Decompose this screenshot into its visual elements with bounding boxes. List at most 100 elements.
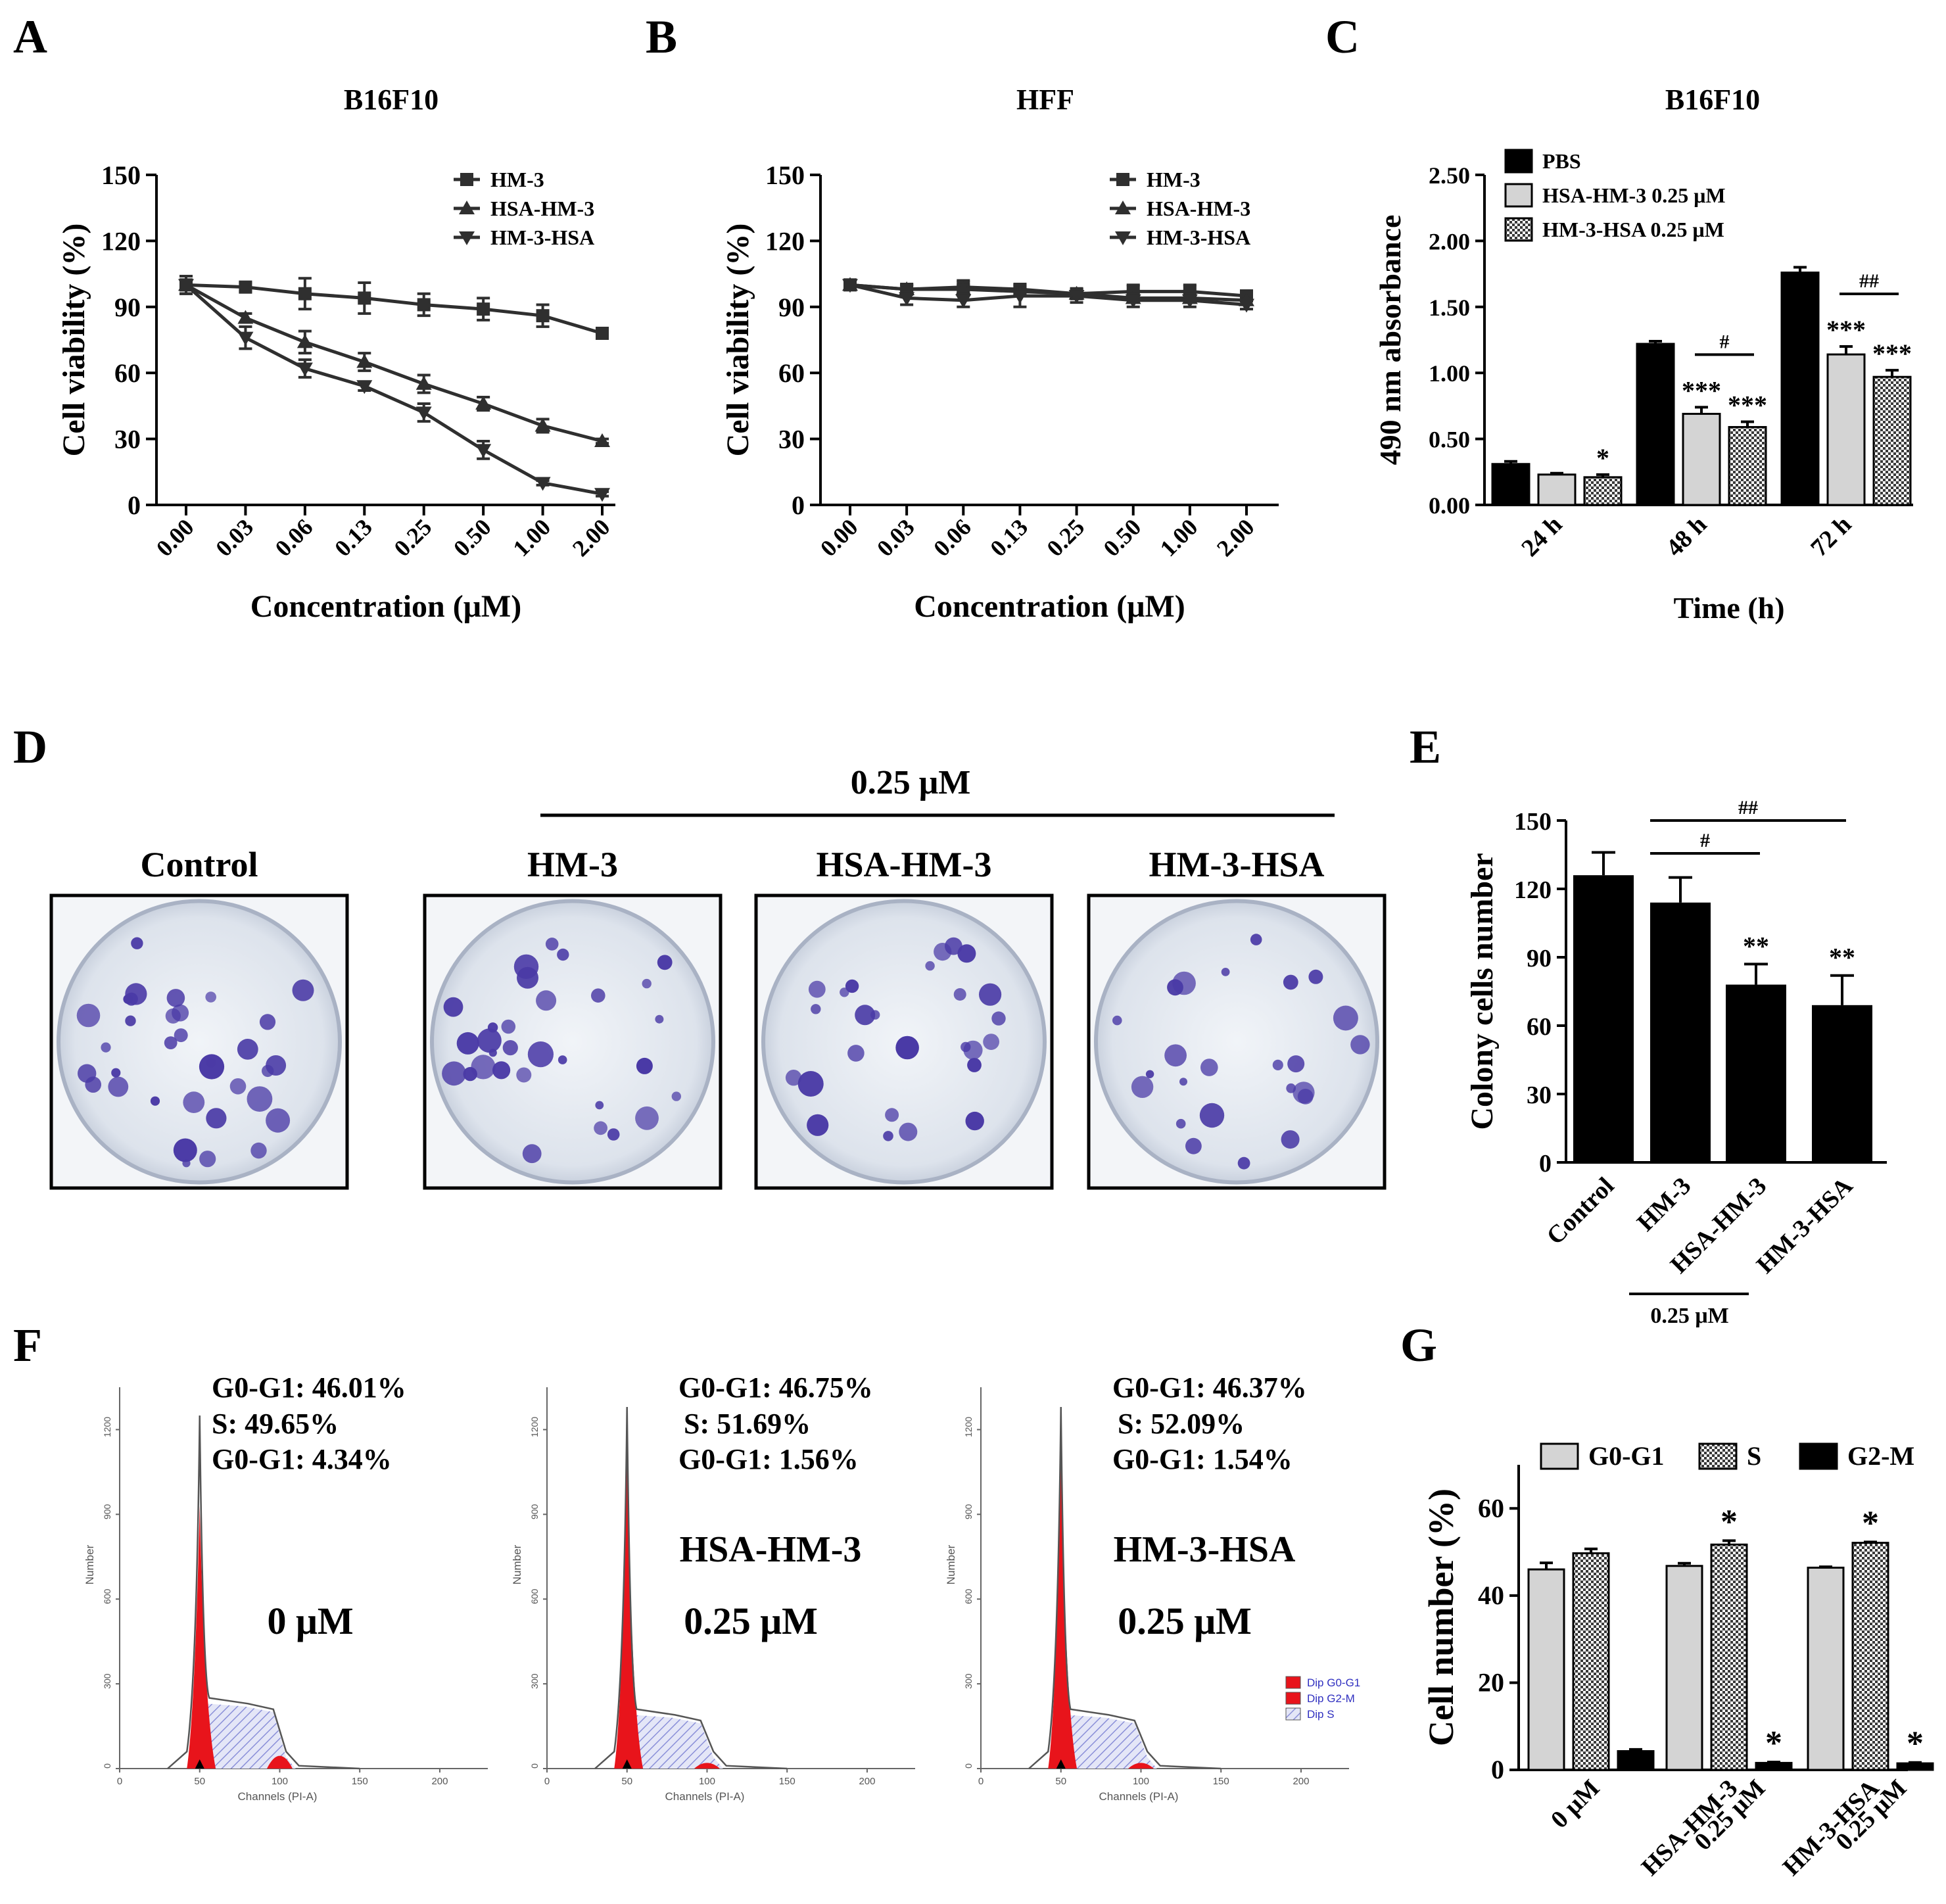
colony: [983, 1034, 999, 1050]
y-tick-label: 60: [778, 358, 805, 388]
y-tick-label: 300: [963, 1673, 974, 1689]
colony: [594, 1121, 607, 1135]
phase-g0g1-peak: [614, 1458, 644, 1769]
series-hm-3-hsa: [178, 274, 610, 502]
colony: [173, 1138, 197, 1162]
colony: [1250, 934, 1262, 945]
treatment-name: HM-3-HSA: [1114, 1529, 1296, 1570]
colony: [1287, 1055, 1305, 1073]
colony: [517, 966, 538, 989]
significance-mark: *: [1907, 1725, 1924, 1763]
panel-letter-a: A: [13, 11, 47, 63]
colony-dish: [754, 893, 1054, 1190]
panel-a-line-chart: B16F10 0 30 60 90 120 150 0.00 0.03 0.06 0.13 0.25 0…: [57, 83, 615, 624]
stat-s: S: 52.09%: [1118, 1408, 1245, 1440]
colony-dish: [49, 893, 349, 1190]
chart-title: B16F10: [1665, 83, 1760, 116]
colony: [206, 1058, 216, 1068]
bar-g0-g1: [1807, 1566, 1845, 1771]
colony: [536, 990, 557, 1011]
peak-marker: [195, 1759, 204, 1769]
data-point: [237, 310, 254, 324]
colony: [899, 1122, 918, 1141]
colony: [123, 994, 133, 1004]
x-axis-label: Channels (PI-A): [665, 1790, 745, 1803]
y-tick-label: 0: [529, 1763, 540, 1769]
x-axis-label: Time (h): [1673, 591, 1784, 625]
y-tick-label: 1200: [102, 1417, 112, 1437]
legend-marker: [459, 201, 475, 214]
stat-g2-m: G0-G1: 1.56%: [678, 1443, 859, 1475]
stat-s: S: 51.69%: [684, 1408, 811, 1440]
bar-s: [1710, 1543, 1748, 1771]
colony: [1237, 1156, 1250, 1170]
x-tick-label: 50: [1055, 1776, 1066, 1787]
colony: [1199, 1103, 1225, 1128]
panel-b-line-chart: HFF 0 30 60 90 120 150 0.00 0.03 0.06 0.13 0.25 0.50…: [721, 83, 1279, 624]
series-line: [185, 283, 603, 443]
colony: [558, 1055, 567, 1064]
data-point: [297, 334, 313, 348]
y-tick-label: 900: [102, 1504, 112, 1519]
legend-label: HM-3-HSA: [490, 226, 594, 249]
colony: [456, 1032, 479, 1055]
legend-swatch: [1504, 217, 1533, 242]
flow-legend: Dip G0-G1 Dip G2-M Dip S: [1285, 1676, 1360, 1721]
series-hm-3-hsa: [842, 279, 1254, 313]
y-tick-label: 150: [1514, 808, 1552, 836]
y-tick-label: 1.00: [1429, 360, 1470, 387]
legend-swatch: [1285, 1707, 1301, 1721]
phase-g0g1-peak: [1048, 1458, 1078, 1769]
y-tick-label: 0: [1491, 1755, 1504, 1784]
data-point: [475, 444, 492, 458]
panel-letter-f: F: [13, 1319, 42, 1371]
colony: [1164, 1044, 1187, 1067]
colony: [1131, 1076, 1154, 1099]
legend-label: HM-3-HSA 0.25 μM: [1542, 218, 1724, 241]
data-point: [594, 488, 610, 502]
colony: [957, 944, 976, 963]
data-point: [358, 291, 371, 305]
x-tick-label: 150: [352, 1776, 368, 1787]
colony: [1179, 1078, 1187, 1086]
x-tick-label: 72 h: [1805, 511, 1857, 562]
legend-marker: [1116, 173, 1129, 186]
x-tick-label: 50: [621, 1776, 632, 1787]
data-point: [1012, 290, 1028, 304]
data-point: [955, 294, 972, 308]
y-tick-label: 150: [765, 160, 805, 190]
histogram-outline: [594, 1407, 788, 1770]
colony: [492, 1061, 511, 1080]
y-tick-label: 0.00: [1429, 492, 1470, 519]
colony: [292, 979, 314, 1001]
colony-dish: [1087, 893, 1387, 1190]
colony: [895, 1035, 919, 1060]
peak-marker: [622, 1759, 632, 1769]
data-point: [415, 406, 432, 421]
significance-mark: *: [1721, 1503, 1738, 1540]
data-point: [1239, 298, 1254, 313]
colony: [1293, 1082, 1315, 1104]
y-tick-label: 1.50: [1429, 295, 1470, 321]
group-label: 0.25 μM: [1650, 1304, 1728, 1328]
significance-mark: ***: [1826, 315, 1866, 345]
x-tick-label: 1.00: [1155, 513, 1203, 561]
histogram-outline: [167, 1415, 360, 1770]
y-tick-label: 0: [963, 1763, 974, 1769]
colony: [502, 1040, 518, 1056]
x-tick-label: 0.50: [1099, 513, 1147, 561]
colony: [1333, 1005, 1358, 1031]
colony: [953, 988, 966, 1001]
x-tick-label: 100: [272, 1776, 288, 1787]
colony: [76, 1003, 101, 1028]
bar-hm-3-hsa-0-25-m: [1872, 375, 1912, 506]
x-tick-label: 2.00: [1212, 513, 1260, 561]
stat-g2-m: G0-G1: 1.54%: [1112, 1443, 1293, 1475]
colony: [1350, 1035, 1370, 1055]
colony: [591, 988, 605, 1003]
y-tick-label: 0.50: [1429, 427, 1470, 453]
colony: [1172, 971, 1196, 995]
legend-swatch: [1285, 1676, 1301, 1689]
colony: [885, 1108, 899, 1122]
